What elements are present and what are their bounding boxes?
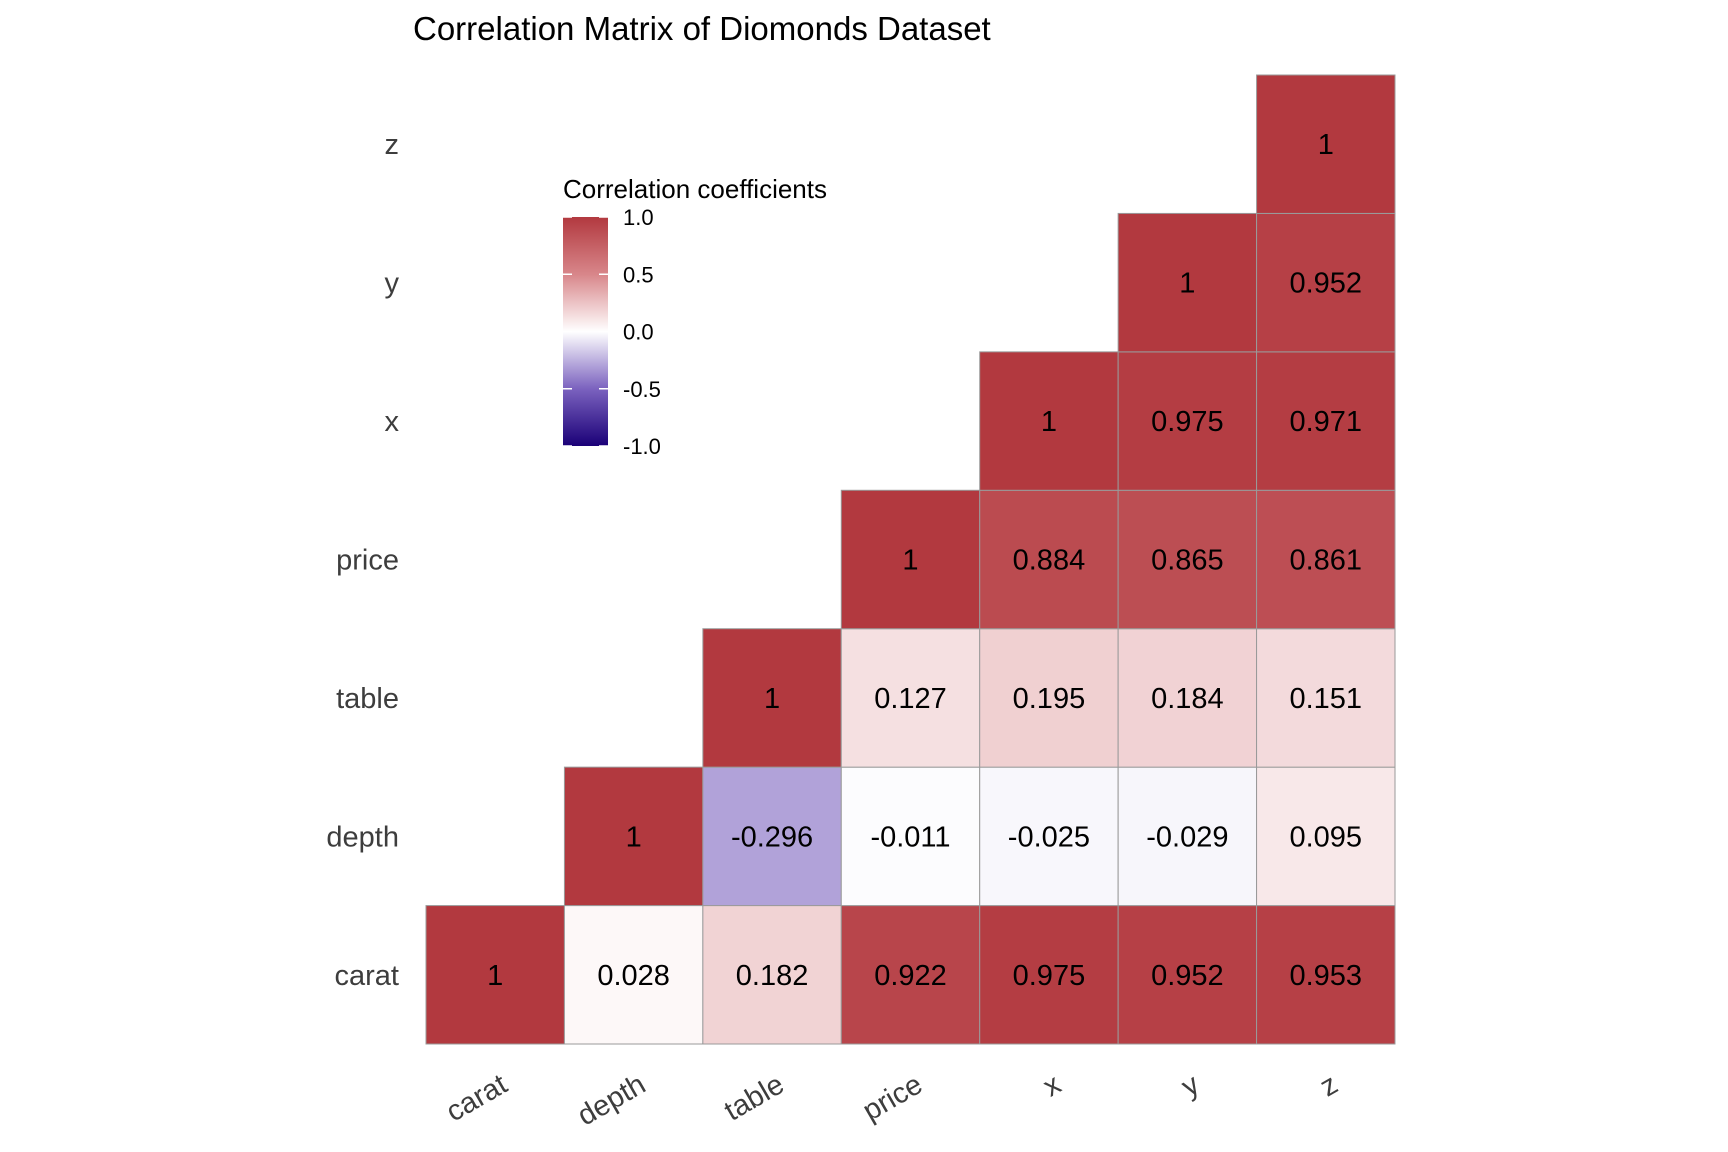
cell-value-label: 1 bbox=[1041, 406, 1057, 438]
legend-tick-label: 0.0 bbox=[623, 320, 654, 345]
legend-tick-label: 1.0 bbox=[623, 205, 654, 230]
cell-value-label: 0.952 bbox=[1289, 268, 1362, 300]
y-tick-label-table: table bbox=[336, 683, 399, 715]
y-tick-label-y: y bbox=[385, 268, 400, 300]
x-tick-label-price: price bbox=[858, 1068, 928, 1127]
heatmap-cell-z-y bbox=[1256, 212, 1396, 353]
x-tick-label-depth: depth bbox=[572, 1068, 651, 1132]
cell-value-label: 0.922 bbox=[874, 960, 947, 992]
heatmap-cell-y-table bbox=[1117, 628, 1258, 768]
heatmap-cell-carat-carat bbox=[425, 905, 565, 1045]
heatmap-cell-y-depth bbox=[1117, 766, 1258, 907]
cell-value-label: 0.953 bbox=[1289, 960, 1362, 992]
x-axis: carat depth table price x y z bbox=[441, 1068, 1343, 1132]
cell-value-label: 0.184 bbox=[1151, 683, 1224, 715]
x-tick-label-z: z bbox=[1315, 1068, 1344, 1103]
cell-value-label: 0.884 bbox=[1013, 545, 1086, 577]
heatmap-cell-depth-depth bbox=[563, 766, 704, 907]
heatmap-cell-price-price bbox=[840, 489, 981, 630]
heatmap-cell-z-table bbox=[1256, 628, 1396, 768]
cell-value-label: 0.127 bbox=[874, 683, 947, 715]
color-legend: Correlation coefficients 1.0 0.5 0.0 -0.5 -1… bbox=[563, 174, 827, 459]
cell-value-label: 0.095 bbox=[1289, 821, 1362, 853]
legend-tick-label: -1.0 bbox=[623, 434, 661, 459]
cell-value-label: 0.971 bbox=[1289, 406, 1362, 438]
heatmap-cell-z-depth bbox=[1256, 766, 1396, 907]
heatmap-cell-price-depth bbox=[840, 766, 981, 907]
x-tick-label-table: table bbox=[719, 1068, 789, 1127]
cell-value-label: 0.195 bbox=[1013, 683, 1086, 715]
heatmap-cell-labels: 1 0.028 0.182 0.922 0.975 0.952 0.953 1 -0.296 -0… bbox=[487, 129, 1362, 992]
heatmap-cell-x-price bbox=[979, 489, 1119, 630]
heatmap-cell-table-depth bbox=[702, 766, 842, 907]
cell-value-label: 1 bbox=[626, 821, 642, 853]
heatmap-cell-x-carat bbox=[979, 905, 1119, 1045]
y-tick-label-carat: carat bbox=[335, 960, 399, 992]
heatmap-cell-price-carat bbox=[840, 905, 981, 1045]
heatmap-cell-z-z bbox=[1256, 74, 1396, 214]
heatmap-cell-z-x bbox=[1256, 351, 1396, 491]
heatmap-cell-z-carat bbox=[1256, 905, 1396, 1045]
heatmap-cell-depth-carat bbox=[563, 905, 704, 1045]
heatmap-cell-price-table bbox=[840, 628, 981, 768]
y-tick-label-x: x bbox=[385, 406, 400, 438]
cell-value-label: 0.028 bbox=[597, 960, 670, 992]
heatmap-cell-table-table bbox=[702, 628, 842, 768]
y-tick-label-depth: depth bbox=[326, 821, 399, 853]
cell-value-label: 0.865 bbox=[1151, 545, 1224, 577]
cell-value-label: 0.975 bbox=[1151, 406, 1224, 438]
y-axis: carat depth table price x y z bbox=[326, 129, 399, 992]
heatmap-cell-x-x bbox=[979, 351, 1119, 491]
cell-value-label: -0.029 bbox=[1146, 821, 1228, 853]
y-tick-label-price: price bbox=[336, 545, 399, 577]
cell-value-label: 1 bbox=[487, 960, 503, 992]
heatmap-cell-x-table bbox=[979, 628, 1119, 768]
y-tick-label-z: z bbox=[385, 129, 400, 161]
cell-value-label: 0.182 bbox=[736, 960, 809, 992]
heatmap-cell-y-price bbox=[1117, 489, 1258, 630]
cell-value-label: 1 bbox=[764, 683, 780, 715]
x-tick-label-carat: carat bbox=[441, 1068, 513, 1128]
cell-value-label: 0.861 bbox=[1289, 545, 1362, 577]
x-tick-label-x: x bbox=[1038, 1068, 1067, 1103]
legend-title: Correlation coefficients bbox=[563, 174, 827, 204]
heatmap-cells bbox=[425, 74, 1396, 1045]
x-tick-label-y: y bbox=[1176, 1068, 1205, 1103]
cell-value-label: 1 bbox=[902, 545, 918, 577]
cell-value-label: -0.296 bbox=[731, 821, 813, 853]
cell-value-label: 0.952 bbox=[1151, 960, 1224, 992]
heatmap-cell-y-carat bbox=[1117, 905, 1258, 1045]
cell-value-label: -0.025 bbox=[1008, 821, 1090, 853]
cell-value-label: 0.975 bbox=[1013, 960, 1086, 992]
cell-value-label: -0.011 bbox=[870, 821, 950, 853]
chart-title: Correlation Matrix of Diomonds Dataset bbox=[413, 10, 991, 47]
legend-tick-label: 0.5 bbox=[623, 262, 654, 287]
cell-value-label: 1 bbox=[1179, 268, 1195, 300]
cell-value-label: 1 bbox=[1318, 129, 1334, 161]
cell-value-label: 0.151 bbox=[1289, 683, 1362, 715]
legend-tick-label: -0.5 bbox=[623, 377, 661, 402]
